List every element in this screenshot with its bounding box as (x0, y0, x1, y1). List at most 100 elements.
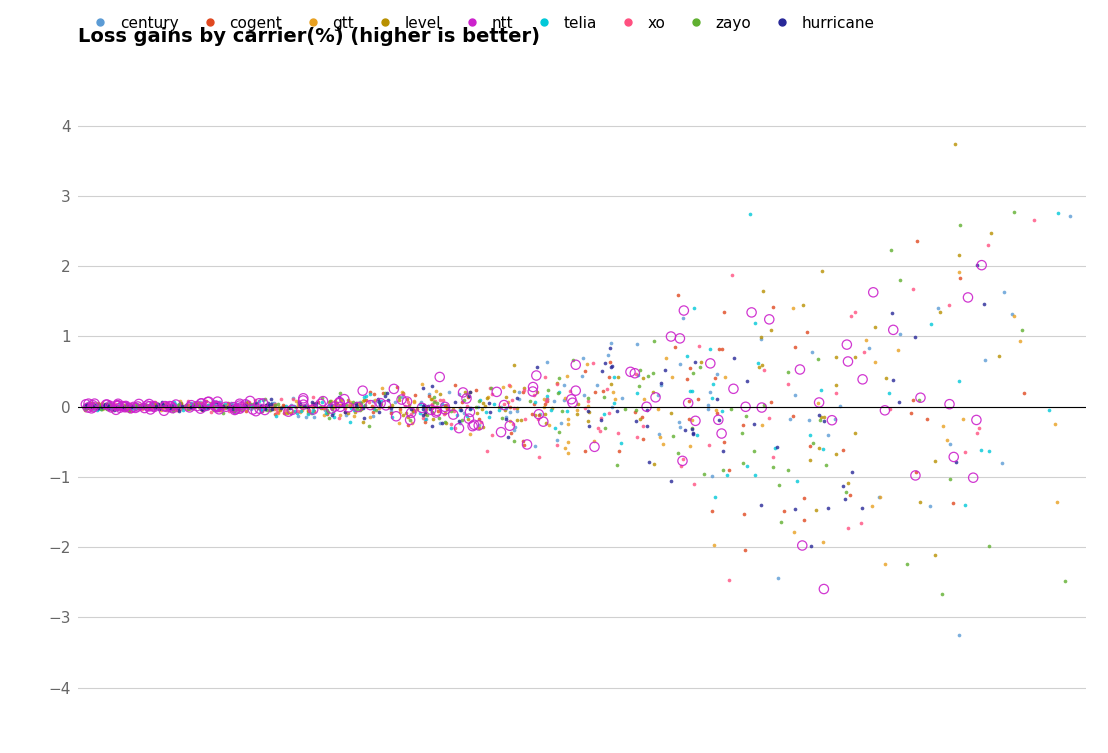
Point (442, 422, 460, 434)
Point (182, 401, 199, 413)
Point (581, 420, 598, 432)
Point (141, 398, 158, 410)
Point (574, 352, 592, 364)
Point (100, 398, 117, 410)
Point (347, 401, 365, 413)
Point (876, 558, 894, 570)
Point (109, 400, 126, 412)
Point (634, 373, 652, 385)
Point (181, 403, 198, 415)
Point (505, 385, 523, 397)
Point (567, 408, 585, 420)
Point (78, 400, 95, 412)
Point (182, 401, 199, 413)
Point (671, 421, 689, 433)
Point (336, 393, 353, 405)
Point (167, 404, 185, 416)
Point (328, 400, 346, 412)
Point (137, 400, 155, 412)
Point (100, 401, 117, 413)
Point (121, 398, 138, 410)
Point (207, 400, 225, 412)
Point (563, 393, 581, 405)
Point (551, 426, 568, 438)
Point (459, 401, 476, 413)
Point (819, 429, 837, 441)
Point (645, 335, 663, 347)
Point (592, 425, 609, 437)
Point (663, 370, 680, 383)
Point (545, 395, 563, 407)
Point (471, 394, 489, 406)
Point (653, 380, 670, 392)
Point (196, 400, 214, 412)
Point (315, 402, 332, 414)
Point (156, 398, 174, 410)
Point (585, 435, 603, 447)
Point (534, 416, 552, 428)
Point (801, 454, 819, 466)
Point (701, 358, 719, 370)
Point (112, 400, 130, 412)
Point (107, 401, 125, 413)
Point (459, 389, 476, 401)
Point (499, 396, 516, 408)
Point (256, 393, 274, 405)
Point (490, 401, 507, 413)
Point (78, 402, 95, 414)
Point (84, 400, 102, 412)
Point (342, 398, 360, 410)
Point (794, 514, 812, 526)
Point (431, 395, 449, 407)
Point (75, 402, 93, 414)
Point (912, 392, 930, 404)
Point (451, 388, 469, 400)
Point (320, 413, 338, 425)
Point (327, 398, 345, 410)
Point (340, 401, 358, 413)
Point (304, 404, 321, 416)
Point (330, 412, 348, 424)
Point (185, 399, 203, 411)
Point (971, 422, 988, 434)
Point (524, 381, 542, 393)
Point (122, 404, 140, 416)
Point (247, 405, 265, 417)
Point (226, 403, 244, 415)
Point (305, 405, 322, 417)
Point (535, 393, 553, 405)
Point (981, 445, 998, 457)
Point (84, 399, 102, 411)
Point (406, 395, 423, 407)
Point (101, 398, 119, 410)
Point (93, 403, 111, 415)
Point (237, 399, 255, 411)
Point (308, 400, 326, 412)
Point (127, 401, 145, 413)
Point (356, 400, 373, 412)
Point (779, 366, 797, 378)
Point (175, 401, 193, 413)
Point (104, 400, 122, 412)
Point (382, 407, 400, 419)
Point (414, 410, 432, 422)
Point (695, 468, 712, 480)
Point (227, 404, 245, 416)
Point (437, 398, 454, 410)
Point (398, 395, 416, 407)
Point (951, 218, 968, 230)
Point (627, 415, 645, 427)
Point (956, 446, 974, 458)
Point (115, 401, 133, 413)
Point (635, 420, 653, 432)
Point (93, 400, 111, 412)
Point (635, 393, 653, 405)
Point (172, 403, 189, 415)
Point (956, 499, 974, 511)
Point (123, 400, 141, 412)
Point (339, 394, 357, 406)
Point (369, 395, 387, 407)
Point (88, 404, 105, 416)
Point (85, 401, 103, 413)
Point (783, 410, 801, 422)
